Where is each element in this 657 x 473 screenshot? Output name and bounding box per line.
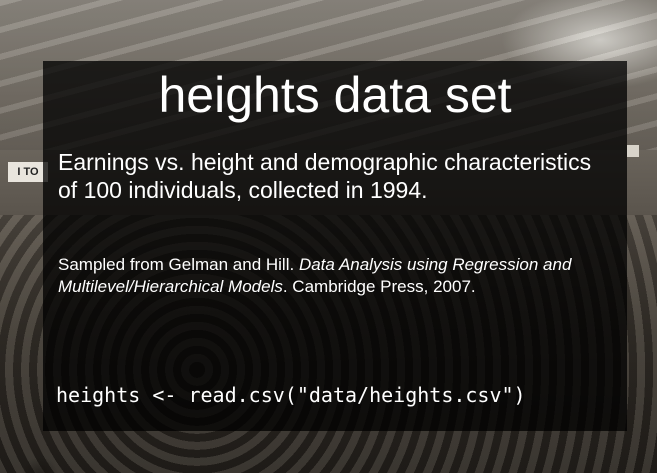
source-suffix: . Cambridge Press, 2007. xyxy=(282,277,476,296)
slide-source: Sampled from Gelman and Hill. Data Analy… xyxy=(58,254,613,298)
source-prefix: Sampled from Gelman and Hill. xyxy=(58,255,299,274)
content-panel: heights data set Earnings vs. height and… xyxy=(43,61,627,431)
code-snippet: heights <- read.csv("data/heights.csv") xyxy=(56,383,526,407)
background-sign-small xyxy=(627,145,639,157)
source-book-title: Data Analysis using Regression and Multi… xyxy=(58,255,572,296)
slide-description: Earnings vs. height and demographic char… xyxy=(58,149,592,203)
background-sign: I TO xyxy=(8,162,48,182)
slide-title: heights data set xyxy=(158,67,512,123)
